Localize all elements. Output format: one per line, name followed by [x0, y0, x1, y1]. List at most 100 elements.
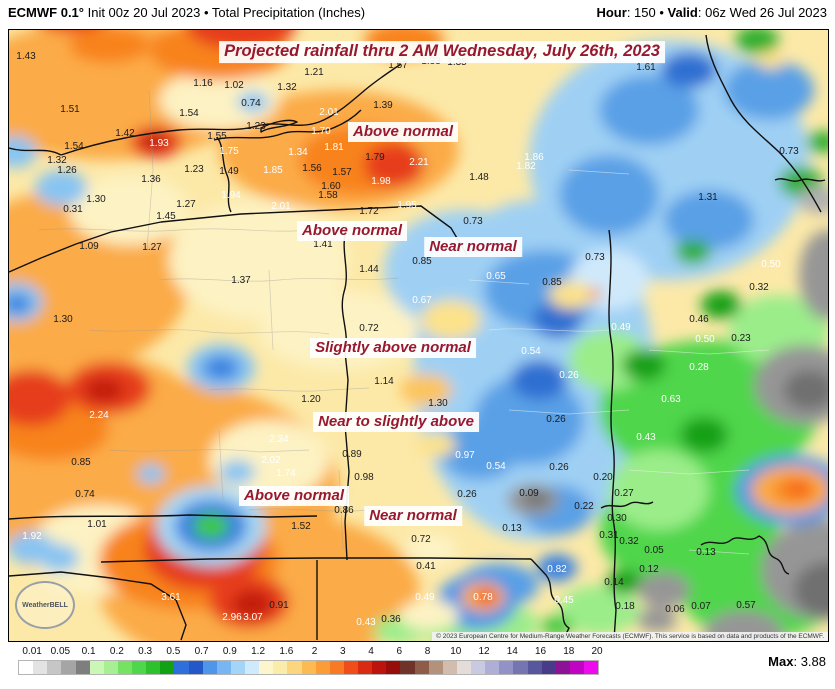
state-border-path — [100, 557, 532, 563]
precip-blob — [53, 30, 89, 32]
map-value-label: 0.13 — [696, 547, 716, 558]
map-value-label: 0.74 — [75, 489, 95, 500]
legend-color-cell — [343, 661, 358, 674]
legend-color-cell — [117, 661, 132, 674]
map-value-label: 0.54 — [521, 346, 541, 357]
legend-color-cell — [513, 661, 528, 674]
map-title-annotation: Projected rainfall thru 2 AM Wednesday, … — [219, 41, 665, 63]
map-annotation: Above normal — [238, 486, 350, 506]
county-line-path — [208, 387, 370, 392]
map-value-label: 0.31 — [599, 530, 619, 541]
legend-color-cell — [103, 661, 118, 674]
legend-tick-label: 0.5 — [166, 646, 181, 657]
legend-color-cell — [245, 661, 260, 674]
map-value-label: 1.21 — [304, 67, 324, 78]
map-value-label: 0.89 — [342, 449, 362, 460]
legend-color-cell — [499, 661, 514, 674]
map-value-label: 1.36 — [141, 174, 161, 185]
precip-blob — [511, 360, 567, 400]
state-border-path — [600, 501, 654, 509]
map-value-label: 0.85 — [412, 256, 432, 267]
precip-blob — [701, 291, 741, 319]
precip-blob — [232, 590, 272, 618]
map-value-label: 1.86 — [524, 152, 544, 163]
header-left-title: ECMWF 0.1° Init 00z 20 Jul 2023 • Total … — [8, 5, 365, 20]
state-border-path — [213, 109, 362, 141]
state-border-lines — [9, 34, 826, 641]
legend-tick-label: 10 — [450, 646, 462, 657]
legend-color-cell — [527, 661, 542, 674]
legend-tick-label: 8 — [424, 646, 431, 657]
map-value-label: 1.32 — [277, 82, 297, 93]
legend-tick-label: 18 — [563, 646, 575, 657]
map-value-label: 1.51 — [60, 104, 80, 115]
map-value-label: 1.61 — [636, 62, 656, 73]
map-value-label: 1.39 — [373, 100, 393, 111]
map-value-label: 0.09 — [519, 488, 539, 499]
map-value-label: 0.13 — [502, 523, 522, 534]
map-value-label: 0.73 — [585, 252, 605, 263]
legend-tick-label: 12 — [478, 646, 490, 657]
precip-blob — [784, 370, 828, 410]
map-value-label: 1.52 — [291, 521, 311, 532]
precip-blob — [9, 370, 71, 426]
map-value-label: 1.16 — [193, 78, 213, 89]
map-value-label: 0.49 — [415, 592, 435, 603]
map-annotation: Near normal — [424, 237, 522, 257]
legend-colorbar — [18, 660, 599, 675]
map-value-label: 0.41 — [416, 561, 436, 572]
weatherbell-logo: WeatherBELL — [15, 581, 75, 629]
county-line-path — [648, 349, 770, 355]
precip-blob — [735, 30, 779, 54]
map-value-label: 3.61 — [161, 592, 181, 603]
map-value-label: 1.85 — [263, 165, 283, 176]
state-border-path — [9, 147, 62, 156]
map-value-label: 0.46 — [689, 314, 709, 325]
map-value-label: 2.02 — [261, 455, 281, 466]
legend-tick-label: 1.6 — [279, 646, 294, 657]
legend-color-cell — [216, 661, 231, 674]
precip-blob — [537, 554, 577, 582]
map-value-label: 1.60 — [321, 181, 341, 192]
precip-blob — [637, 608, 677, 632]
map-value-label: 0.85 — [71, 457, 91, 468]
valid-value: : 06z Wed 26 Jul 2023 — [697, 5, 827, 20]
map-value-label: 0.43 — [636, 432, 656, 443]
legend-color-cell — [188, 661, 203, 674]
county-lines — [38, 89, 400, 551]
precip-blob — [807, 131, 828, 153]
precip-blob — [259, 290, 419, 370]
precip-blob — [237, 92, 269, 112]
county-lines-light — [468, 169, 770, 555]
precip-blob — [549, 281, 593, 309]
map-value-label: 2.01 — [271, 201, 291, 212]
county-line-path — [268, 269, 274, 351]
map-value-label: 1.32 — [47, 155, 67, 166]
legend-color-cell — [400, 661, 415, 674]
precip-blob — [35, 170, 87, 206]
county-line-path — [488, 328, 610, 332]
legend-color-cell — [414, 661, 429, 674]
map-value-label: 1.37 — [231, 275, 251, 286]
map-value-label: 0.26 — [457, 489, 477, 500]
map-value-label: 1.14 — [374, 376, 394, 387]
map-value-label: 2.96 — [222, 612, 242, 623]
map-value-label: 0.91 — [269, 600, 289, 611]
county-line-path — [88, 329, 330, 335]
legend-tick-label: 0.2 — [109, 646, 124, 657]
legend-color-cell — [146, 661, 161, 674]
map-value-label: 0.22 — [574, 501, 594, 512]
map-value-label: 1.70 — [311, 126, 331, 137]
precip-blob — [9, 294, 31, 314]
map-value-label: 0.07 — [691, 601, 711, 612]
state-border-path — [341, 225, 350, 561]
legend-color-cell — [89, 661, 104, 674]
map-value-label: 0.82 — [547, 564, 567, 575]
map-value-label: 0.45 — [554, 595, 574, 606]
precip-blob — [159, 70, 279, 130]
precip-blob — [137, 464, 165, 484]
precip-blob — [203, 356, 239, 380]
legend-tick-label: 6 — [396, 646, 403, 657]
map-value-label: 3.07 — [243, 612, 263, 623]
county-line-path — [218, 429, 224, 501]
